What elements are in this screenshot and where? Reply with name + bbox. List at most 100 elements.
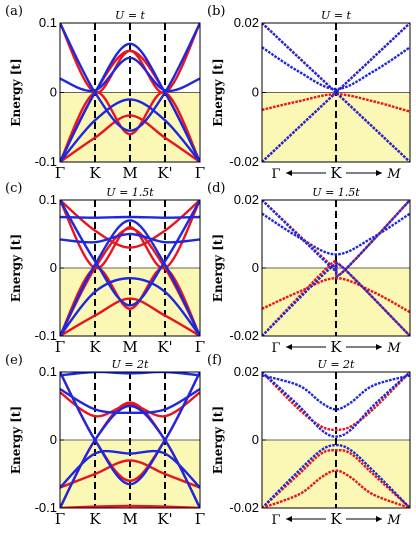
panel-label: (c) [5,181,22,196]
y-tick-label: 0.1 [39,192,57,207]
y-tick-label: 0 [50,432,57,447]
red-band-4 [262,448,410,508]
panel-a: 0.1 0 -0.1 Energy [t] (a) U = t Γ K M K' Γ [5,4,205,182]
panel-label: (d) [207,181,225,196]
blue-band-5 [60,42,200,162]
blue-band-5 [262,443,410,508]
red-band-3 [60,391,200,418]
y-tick-label: -0.1 [35,328,57,343]
x-tick-label: Γ [195,164,205,182]
red-band-1 [262,276,410,314]
x-tick-label: K' [157,338,172,356]
y-tick-label: -0.02 [229,328,259,343]
y-tick-label: 0.02 [234,192,259,207]
panel-label: (a) [5,4,23,19]
panel-label: (b) [207,4,225,19]
x-tick-label: Γ [195,338,205,356]
panel-label: (e) [5,353,23,368]
x-tick-label: K' [157,164,172,182]
x-tick-label: K [89,164,101,182]
x-tick-label: M [386,167,401,182]
x-tick-label: M [122,338,137,356]
y-tick-label: 0 [50,85,57,100]
x-tick-label: K [330,510,342,528]
panel-title: U = t [321,9,351,22]
y-tick-label: -0.02 [229,500,259,515]
panel-c: 0.1 0 -0.1 Energy [t] (c) U = 1.5t Γ K M K' Γ [5,181,205,356]
x-tick-label: Γ [195,510,205,528]
y-axis-label: Energy [t] [9,234,23,302]
y-tick-label: 0 [252,260,259,275]
blue-band-2 [262,212,410,256]
blue-band-9 [60,215,200,219]
blue-band-6 [262,23,410,162]
y-tick-label: -0.02 [229,154,259,169]
blue-band-6 [60,23,200,132]
y-tick-label: 0.02 [234,15,259,30]
y-tick-label: 0 [252,432,259,447]
red-band-5 [60,504,200,508]
red-band-4 [60,459,200,489]
blue-band-7 [60,372,200,486]
x-tick-label: M [122,164,137,182]
blue-band-2 [262,374,410,411]
x-tick-label: M [386,341,401,356]
y-tick-label: 0.02 [234,364,259,379]
x-tick-label: K' [157,510,172,528]
y-tick-label: 0.1 [39,364,57,379]
y-tick-label: -0.1 [35,154,57,169]
blue-band-5 [262,23,410,162]
panel-title: U = 2t [318,358,355,371]
x-tick-label: M [386,513,401,528]
red-band-3 [60,23,200,94]
panel-title: U = 1.5t [106,186,154,199]
blue-band-6 [60,200,200,307]
y-axis-label: Energy [t] [9,58,23,126]
red-band-3 [60,200,200,270]
blue-band-10 [60,276,200,336]
y-tick-label: 0 [252,85,259,100]
y-tick-label: 0 [50,260,57,275]
x-tick-label: Γ [271,341,280,356]
red-band-1 [262,372,410,432]
blue-band-2 [262,46,410,91]
blue-band-8 [60,98,200,162]
red-band-4 [60,297,200,336]
x-tick-label: Γ [271,167,280,182]
red-band-4 [60,114,200,162]
panel-label: (f) [207,353,222,368]
blue-band-8 [60,387,200,415]
x-tick-label: K [89,510,101,528]
red-band-2 [60,266,200,336]
blue-band-7 [60,219,200,336]
y-axis-label: Energy [t] [211,406,225,474]
panel-title: U = 2t [112,358,149,371]
y-axis-label: Energy [t] [9,406,23,474]
red-band-2 [60,91,200,162]
panel-title: U = t [115,9,145,22]
x-tick-label: K [89,338,101,356]
panel-f: 0.02 0 -0.02 Energy [t] (f) U = 2t Γ K M [207,353,411,528]
blue-band-9 [60,372,200,377]
blue-band-7 [60,56,200,93]
panel-title: U = 1.5t [312,186,360,199]
x-tick-label: K [330,338,342,356]
blue-band-3 [262,372,410,438]
x-tick-label: Γ [55,164,65,182]
red-band-6 [262,469,410,508]
x-tick-label: Γ [55,510,65,528]
blue-band-6 [262,200,410,336]
red-band-1 [262,92,410,113]
y-axis-label: Energy [t] [211,58,225,126]
blue-band-10 [60,449,200,489]
x-tick-label: Γ [55,338,65,356]
x-tick-label: M [122,510,137,528]
panel-d: 0.02 0 -0.02 Energy [t] (d) U = 1.5t Γ K M [207,181,411,356]
panel-e: 0.1 0 -0.1 Energy [t] (e) U = 2t Γ K M K' Γ [5,353,205,528]
panel-b: 0.02 0 -0.02 Energy [t] (b) U = t Γ K M [207,4,411,182]
x-tick-label: Γ [271,513,280,528]
x-tick-label: K [330,164,342,182]
y-tick-label: 0.1 [39,15,57,30]
red-band-5 [60,200,200,249]
